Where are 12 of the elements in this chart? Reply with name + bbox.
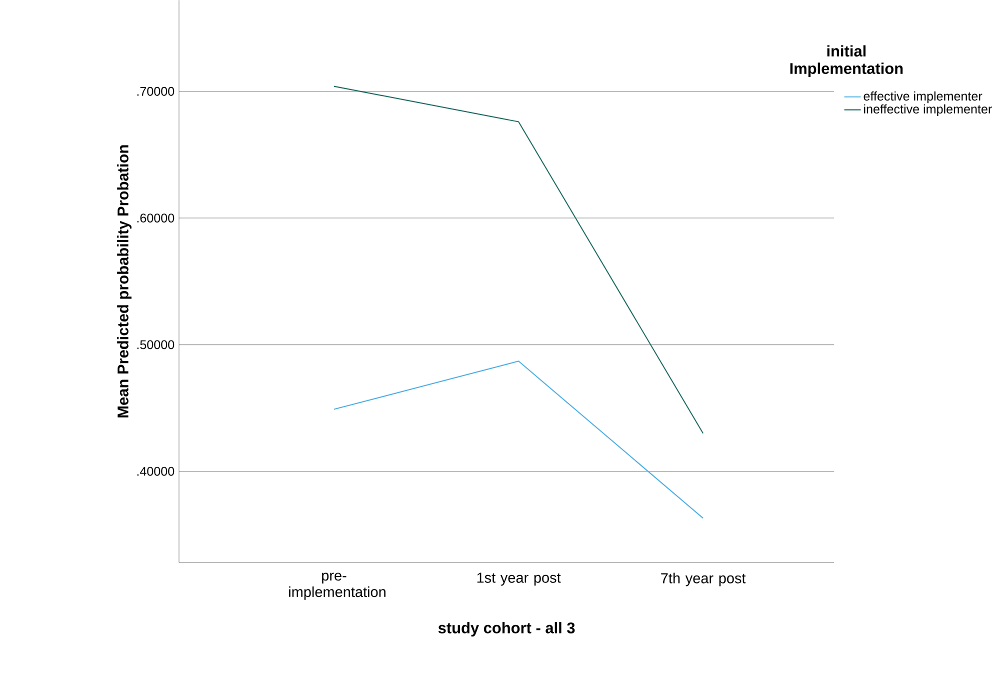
legend-label: ineffective implementer: [864, 104, 992, 116]
x-tick-label: pre-implementation: [289, 572, 386, 600]
y-axis-title: Mean Predicted probability Probation: [117, 145, 132, 418]
x-tick-label: 7th year post: [661, 572, 746, 586]
y-tick-label: .50000: [137, 340, 174, 350]
x-tick-label: 1st year post: [477, 572, 561, 586]
y-tick-label: .70000: [137, 86, 174, 96]
y-tick-label: .40000: [137, 466, 174, 476]
legend-label: effective implementer: [864, 91, 982, 104]
x-axis-title: study cohort - all 3: [438, 622, 575, 636]
legend-title: initial Implementation: [790, 45, 903, 77]
y-tick-label: .60000: [137, 213, 174, 222]
